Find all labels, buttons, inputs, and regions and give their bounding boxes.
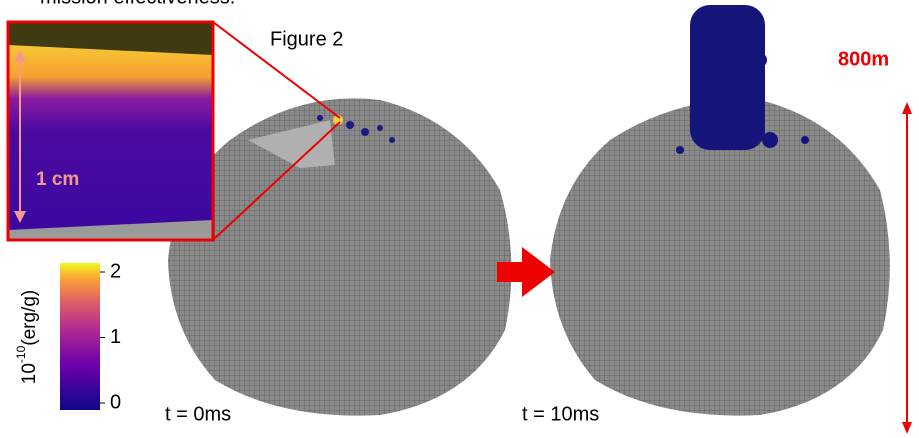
colorbar-label: 10-10(erg/g): [14, 290, 40, 384]
panel-label: t = 0ms: [165, 403, 231, 425]
figure: mission effectiveness. 1 cm Figure 2 800…: [0, 0, 919, 438]
inset-scale: 1 cm: [36, 169, 79, 190]
inset: 1 cm: [8, 22, 213, 240]
colorbar-tick-label: 1: [110, 326, 121, 348]
panel-label: t = 10ms: [522, 403, 599, 425]
asteroid: [168, 98, 511, 415]
colorbar-tick-label: 0: [110, 391, 121, 413]
colorbar-tick-label: 2: [110, 260, 121, 282]
figure-title: Figure 2: [270, 28, 343, 50]
height-scale: 800m: [838, 48, 889, 70]
cut-text: mission effectiveness.: [40, 0, 235, 8]
colorbar: [60, 263, 100, 410]
